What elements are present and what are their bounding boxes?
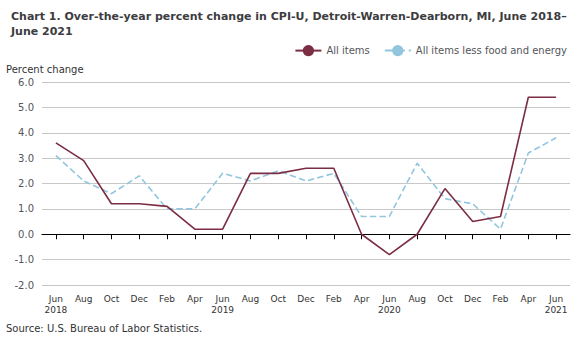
svg-text:0.0: 0.0 — [18, 229, 34, 240]
svg-text:2021: 2021 — [545, 305, 568, 315]
svg-text:Feb: Feb — [159, 294, 175, 304]
svg-text:All items less food and energy: All items less food and energy — [416, 45, 567, 56]
svg-text:Percent change: Percent change — [6, 64, 84, 75]
svg-text:All items: All items — [326, 45, 369, 56]
svg-text:Dec: Dec — [297, 294, 314, 304]
svg-text:June 2021: June 2021 — [10, 25, 73, 38]
svg-text:Jun: Jun — [215, 294, 230, 304]
svg-text:3.0: 3.0 — [18, 153, 34, 164]
svg-text:6.0: 6.0 — [18, 77, 34, 88]
svg-text:Aug: Aug — [408, 294, 426, 304]
svg-text:Source: U.S. Bureau of Labor S: Source: U.S. Bureau of Labor Statistics. — [6, 323, 202, 334]
svg-text:Feb: Feb — [326, 294, 342, 304]
svg-text:Apr: Apr — [187, 294, 203, 304]
svg-text:2019: 2019 — [211, 305, 234, 315]
svg-text:2.0: 2.0 — [18, 178, 34, 189]
svg-text:Aug: Aug — [242, 294, 260, 304]
svg-text:Chart 1. Over-the-year percent: Chart 1. Over-the-year percent change in… — [11, 10, 567, 23]
svg-text:4.0: 4.0 — [18, 127, 34, 138]
svg-text:Apr: Apr — [521, 294, 537, 304]
svg-text:-2.0: -2.0 — [14, 280, 34, 291]
svg-text:Oct: Oct — [104, 294, 120, 304]
svg-text:Feb: Feb — [493, 294, 509, 304]
svg-text:1.0: 1.0 — [18, 203, 34, 214]
svg-text:Jun: Jun — [381, 294, 396, 304]
svg-text:-1.0: -1.0 — [14, 254, 34, 265]
svg-text:2020: 2020 — [378, 305, 401, 315]
svg-text:Dec: Dec — [464, 294, 481, 304]
svg-text:Aug: Aug — [75, 294, 93, 304]
svg-text:5.0: 5.0 — [18, 102, 34, 113]
svg-text:Apr: Apr — [354, 294, 370, 304]
svg-text:Jun: Jun — [548, 294, 563, 304]
svg-text:Oct: Oct — [437, 294, 453, 304]
svg-text:2018: 2018 — [44, 305, 67, 315]
svg-text:Jun: Jun — [48, 294, 63, 304]
svg-text:Oct: Oct — [270, 294, 286, 304]
svg-text:Dec: Dec — [131, 294, 148, 304]
